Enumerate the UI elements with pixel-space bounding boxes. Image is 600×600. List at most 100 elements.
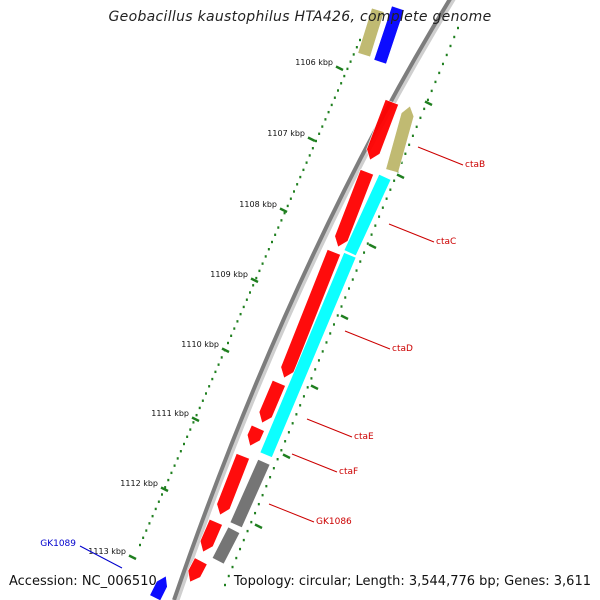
minor-tick <box>183 442 185 446</box>
minor-tick <box>252 284 255 287</box>
minor-tick <box>157 500 160 503</box>
minor-tick <box>355 46 358 49</box>
minor-tick <box>434 80 437 84</box>
minor-tick <box>385 197 388 200</box>
minor-tick <box>351 278 354 281</box>
minor-tick <box>211 377 214 381</box>
minor-tick <box>445 53 448 57</box>
minor-tick <box>310 377 313 380</box>
minor-tick <box>343 74 346 78</box>
minor-tick <box>167 478 170 482</box>
label-leader-line <box>291 453 338 473</box>
minor-tick <box>419 116 422 120</box>
minor-tick <box>359 38 361 42</box>
minor-tick <box>302 168 305 172</box>
minor-tick <box>374 224 377 227</box>
minor-tick <box>340 305 343 308</box>
minor-tick <box>198 406 201 410</box>
label-leader-line <box>79 545 123 569</box>
tick-label: 1108 kbp <box>239 200 277 209</box>
minor-tick <box>368 243 377 250</box>
minor-tick <box>349 60 352 63</box>
minor-tick <box>314 368 317 371</box>
minor-tick <box>363 251 366 254</box>
minor-tick <box>214 370 217 374</box>
minor-tick <box>258 269 261 273</box>
major-tick-mark <box>191 416 200 423</box>
topology-text: Topology: circular; Length: 3,544,776 bp… <box>233 574 591 589</box>
gene-ctaD <box>280 249 341 379</box>
gene-ctaE <box>258 379 286 424</box>
minor-tick <box>265 484 268 488</box>
gene-label-lines <box>79 146 464 569</box>
label-leader-line <box>417 146 464 166</box>
minor-tick <box>393 179 396 182</box>
minor-tick <box>426 98 429 102</box>
minor-tick <box>186 435 189 438</box>
gene-red-7 <box>199 518 223 553</box>
major-tick-mark <box>335 65 344 72</box>
major-tick-mark <box>307 136 316 143</box>
minor-tick <box>227 341 229 345</box>
minor-tick <box>242 305 245 309</box>
minor-tick <box>170 471 173 475</box>
minor-tick <box>239 312 242 316</box>
gene-features <box>149 5 415 600</box>
minor-tick <box>340 314 349 321</box>
tick-label: 1107 kbp <box>267 129 305 138</box>
minor-tick <box>192 421 195 424</box>
minor-tick <box>389 188 392 191</box>
minor-tick <box>321 350 324 353</box>
minor-tick <box>254 511 257 515</box>
minor-tick <box>189 428 192 431</box>
minor-tick <box>355 269 358 272</box>
minor-tick <box>261 262 264 265</box>
gene-ctaB-khaki <box>385 105 415 174</box>
minor-tick <box>217 363 220 366</box>
minor-tick <box>340 82 343 85</box>
minor-tick <box>324 118 327 121</box>
gene-label-ctaB: ctaB <box>465 160 485 170</box>
gene-label-GK1089: GK1089 <box>40 539 76 549</box>
minor-tick <box>329 332 332 335</box>
minor-tick <box>205 392 207 395</box>
tick-label: 1112 kbp <box>120 479 158 488</box>
minor-tick <box>415 125 418 129</box>
minor-tick <box>438 71 441 75</box>
minor-tick <box>348 287 351 290</box>
backbone <box>172 0 452 600</box>
minor-tick <box>272 467 275 470</box>
minor-tick <box>321 125 324 128</box>
minor-tick <box>249 291 251 294</box>
major-tick-mark <box>128 554 137 561</box>
minor-ticks <box>139 26 459 587</box>
minor-tick <box>233 327 236 330</box>
minor-tick <box>274 233 277 236</box>
minor-tick <box>366 242 369 245</box>
minor-tick <box>284 440 287 443</box>
minor-tick <box>295 413 298 416</box>
minor-tick <box>179 450 182 453</box>
gene-label-ctaC: ctaC <box>436 237 456 247</box>
minor-tick <box>317 359 320 362</box>
minor-tick <box>370 233 373 236</box>
gene-ctaC <box>334 169 374 248</box>
label-leader-line <box>388 223 435 243</box>
minor-tick <box>201 399 204 402</box>
gene-gray-2 <box>211 526 241 565</box>
minor-tick <box>148 522 151 525</box>
map-title: Geobacillus kaustophilus HTA426, complet… <box>108 9 492 25</box>
gene-GK1086-gray <box>229 458 271 529</box>
minor-tick <box>245 298 248 301</box>
minor-tick <box>333 96 336 99</box>
minor-tick <box>299 404 302 407</box>
minor-tick <box>242 538 245 542</box>
minor-tick <box>327 110 330 114</box>
minor-tick <box>299 175 302 179</box>
gene-GK1089 <box>149 575 168 600</box>
minor-tick <box>161 493 163 496</box>
gene-red-8 <box>187 557 208 583</box>
minor-tick <box>404 152 407 155</box>
